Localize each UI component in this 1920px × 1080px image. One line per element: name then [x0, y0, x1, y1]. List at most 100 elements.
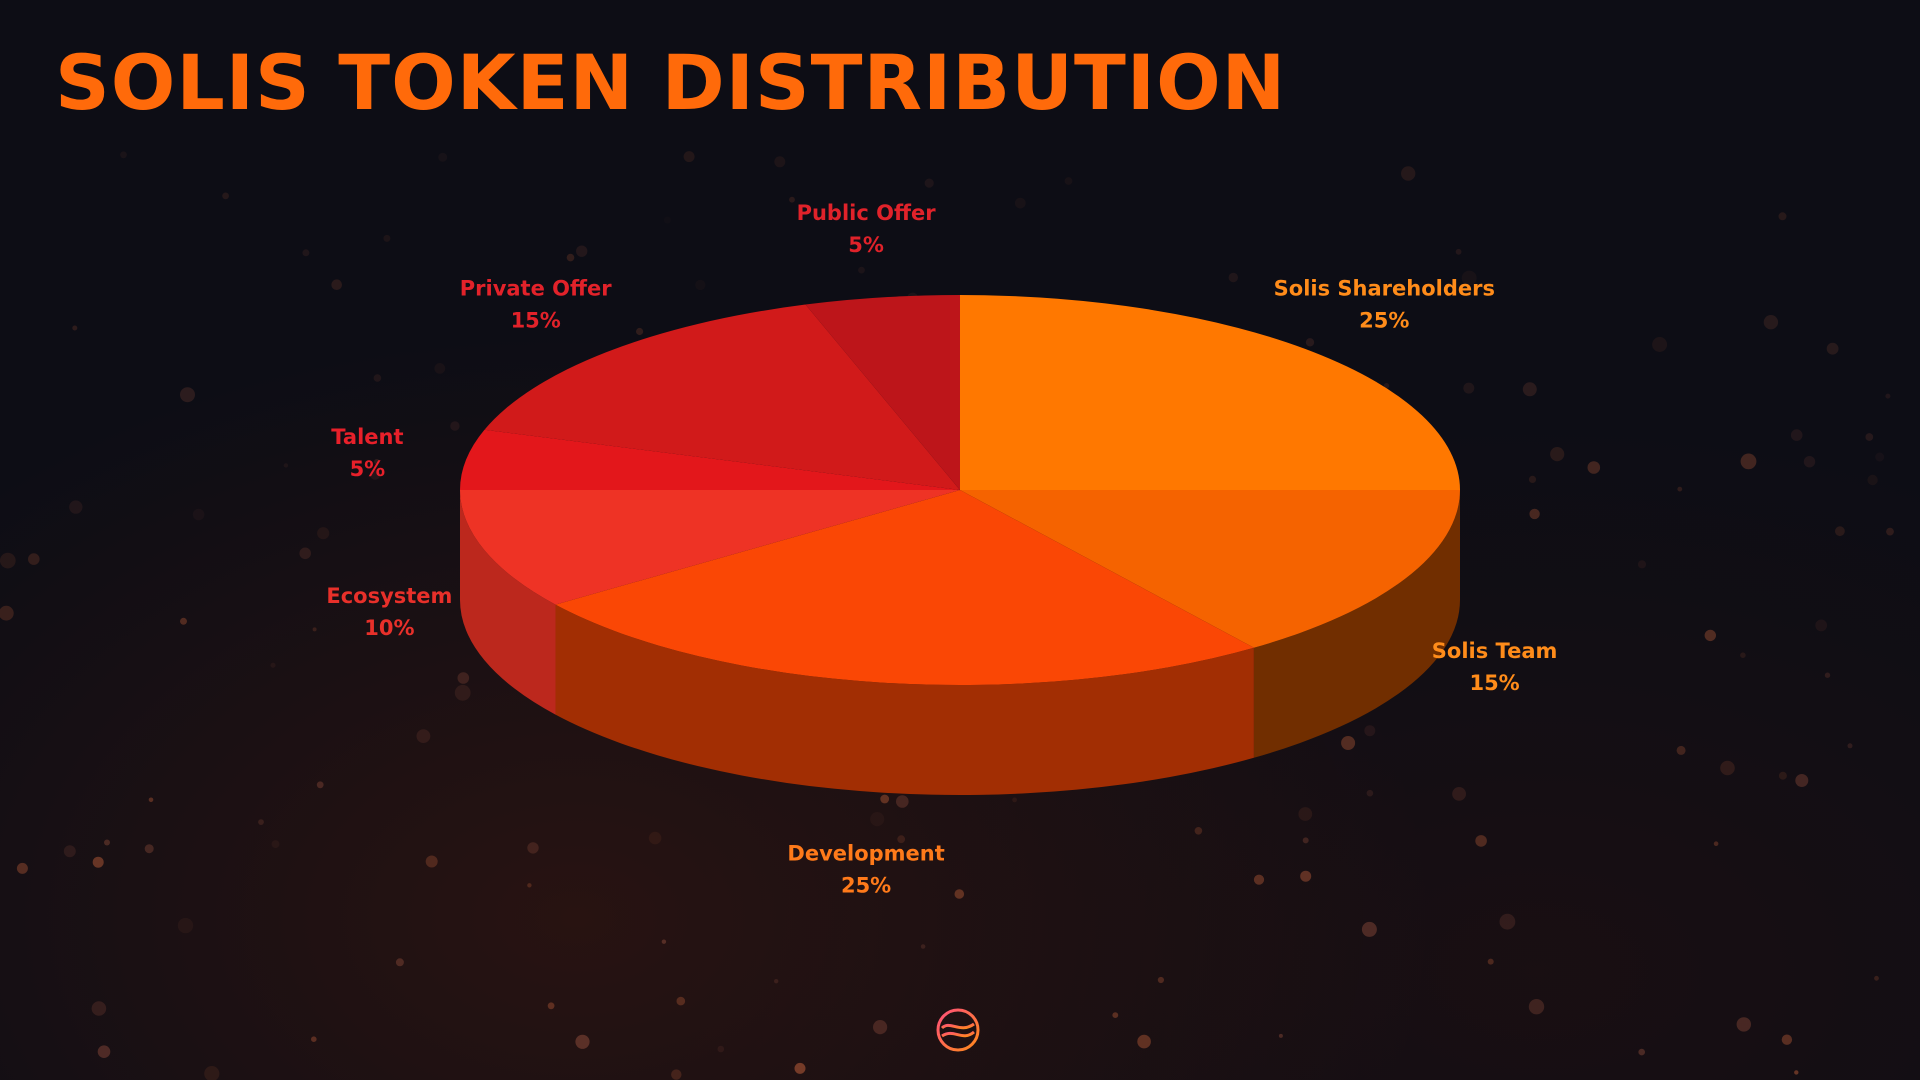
bokeh-particle [1522, 382, 1537, 397]
bokeh-particle [1253, 874, 1265, 885]
bokeh-particle [1676, 745, 1686, 755]
bokeh-particle [858, 266, 865, 274]
bokeh-particle [1514, 651, 1523, 659]
bokeh-particle [1826, 342, 1839, 355]
bokeh-particle [1278, 1033, 1283, 1038]
bokeh-particle [16, 862, 28, 874]
pie-label-name-6: Public Offer [797, 201, 937, 225]
bokeh-particle [63, 845, 76, 858]
bokeh-particle [416, 729, 431, 743]
pie-label-value-2: 25% [841, 873, 891, 897]
bokeh-particle [1763, 315, 1779, 330]
pie-label-name-5: Private Offer [460, 277, 613, 301]
bokeh-particle [204, 1066, 220, 1080]
bokeh-particle [383, 234, 391, 242]
bokeh-particle [1867, 474, 1878, 486]
bokeh-particle [576, 245, 588, 257]
bokeh-particle [1461, 270, 1477, 286]
bokeh-particle [144, 844, 154, 854]
bokeh-particle [676, 996, 686, 1006]
bokeh-particle [457, 672, 470, 684]
bokeh-particle [1298, 807, 1313, 821]
bokeh-particle [1778, 771, 1787, 780]
bokeh-particle [370, 469, 381, 480]
bokeh-particle [1475, 835, 1487, 847]
pie-slice-0 [960, 295, 1460, 490]
bokeh-particle [1401, 166, 1416, 181]
bokeh-particle [450, 421, 460, 431]
bokeh-particle [920, 944, 926, 949]
pie-slice-4 [460, 429, 960, 490]
pie-slice-6 [805, 295, 960, 490]
bokeh-particle [896, 795, 909, 808]
bokeh-particle [1803, 456, 1816, 468]
bokeh-particle [374, 458, 380, 465]
pie-wall-3 [460, 490, 556, 715]
bokeh-particle [1137, 1034, 1151, 1049]
bokeh-particle [69, 500, 83, 514]
bokeh-particle [258, 819, 264, 825]
bokeh-particle [1157, 976, 1164, 984]
bokeh-particle [1364, 725, 1376, 737]
bokeh-particle [527, 883, 532, 888]
bokeh-particle [897, 835, 906, 844]
bokeh-particle [299, 547, 312, 560]
bokeh-particle [28, 553, 40, 565]
bokeh-particle [527, 842, 539, 854]
pie-label-name-3: Ecosystem [326, 584, 452, 608]
bokeh-particle [1529, 508, 1540, 520]
bokeh-particle [1361, 921, 1377, 937]
bokeh-particle [880, 794, 890, 804]
bokeh-particle [395, 958, 404, 967]
pie-wall-1 [1253, 490, 1460, 758]
pie-label-value-3: 10% [364, 616, 414, 640]
bokeh-particle [177, 917, 194, 934]
bokeh-particle [1012, 797, 1017, 803]
bokeh-particle [774, 156, 786, 168]
pie-label-name-4: Talent [331, 425, 403, 449]
bokeh-particle [317, 527, 330, 540]
bokeh-particle [1455, 248, 1462, 255]
bokeh-particle [717, 1045, 725, 1053]
bokeh-particle [1528, 999, 1545, 1015]
bokeh-particle [1736, 1017, 1752, 1032]
pie-label-value-4: 5% [350, 457, 386, 481]
bokeh-particle [1587, 461, 1601, 474]
bokeh-particle [91, 1001, 107, 1016]
bokeh-particle [1778, 212, 1787, 221]
bokeh-particle [695, 279, 706, 291]
bokeh-particle [1528, 475, 1537, 483]
bokeh-particle [1790, 429, 1803, 441]
bokeh-particle [1194, 827, 1203, 835]
bokeh-particle [636, 327, 644, 336]
bokeh-particle [1740, 652, 1746, 658]
bokeh-particle [1341, 736, 1356, 750]
bokeh-particle [311, 1036, 317, 1042]
bokeh-particle [1781, 1034, 1793, 1045]
bokeh-particle [1112, 1012, 1119, 1018]
pie-label-name-2: Development [787, 841, 944, 865]
bokeh-particle [1794, 1070, 1799, 1075]
bokeh-particle [1487, 958, 1494, 965]
bokeh-particle [1704, 629, 1717, 642]
bokeh-particle [870, 812, 885, 827]
bokeh-particle [1366, 789, 1374, 797]
bokeh-particle [1740, 453, 1757, 470]
bokeh-particle [661, 939, 667, 944]
pie-slice-3 [460, 490, 960, 605]
bokeh-particle [104, 839, 110, 846]
bokeh-particle [1815, 619, 1828, 632]
bokeh-particle [0, 605, 14, 621]
bokeh-particle [434, 363, 446, 374]
bokeh-particle [1875, 452, 1885, 462]
pie-label-value-1: 15% [1469, 671, 1519, 695]
bokeh-particle [1713, 841, 1719, 846]
bokeh-particle [1305, 338, 1315, 347]
bokeh-particle [547, 1002, 555, 1010]
bokeh-particle [1638, 1048, 1645, 1056]
bokeh-particle [373, 374, 382, 382]
bokeh-particle [1550, 447, 1565, 462]
bokeh-particle [954, 889, 965, 899]
bokeh-particle [1795, 774, 1809, 787]
